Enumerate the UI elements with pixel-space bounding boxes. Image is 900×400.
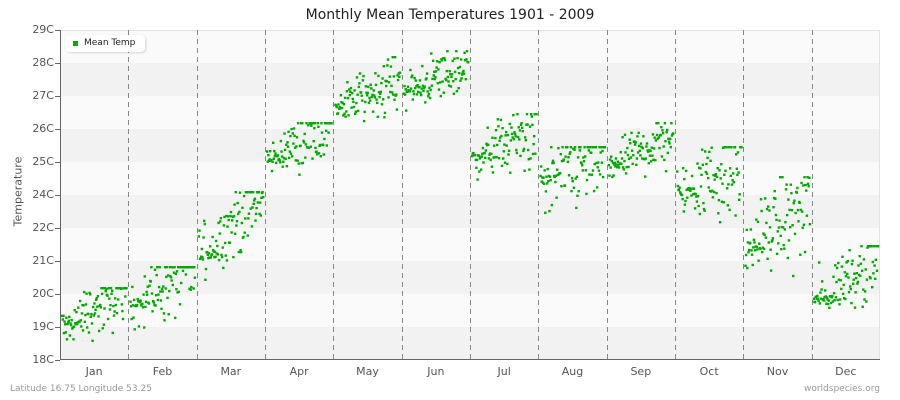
y-tick-label: 28C (32, 56, 54, 69)
x-tick-label-apr: Apr (289, 365, 309, 378)
y-tick-label: 26C (32, 122, 54, 135)
y-tick-label: 25C (32, 155, 54, 168)
x-tick-label-jan: Jan (85, 365, 103, 378)
y-tick-mark (55, 195, 60, 196)
y-tick-mark (55, 261, 60, 262)
x-tick-label-mar: Mar (220, 365, 242, 378)
x-tick-label-jul: Jul (497, 365, 511, 378)
legend[interactable]: Mean Temp (65, 35, 146, 52)
y-tick-mark (55, 63, 60, 64)
source-credit: worldspecies.org (803, 384, 880, 394)
x-tick-label-aug: Aug (561, 365, 584, 378)
y-tick-mark (55, 162, 60, 163)
y-tick-label: 24C (32, 188, 54, 201)
x-tick-label-sep: Sep (630, 365, 652, 378)
x-tick-label-oct: Oct (699, 365, 719, 378)
y-tick-label: 21C (32, 254, 54, 267)
y-tick-mark (55, 294, 60, 295)
legend-label: Mean Temp (84, 38, 136, 48)
y-tick-mark (55, 96, 60, 97)
y-tick-label: 18C (32, 353, 54, 366)
location-caption: Latitude 16.75 Longitude 53.25 (10, 384, 152, 394)
y-tick-mark (55, 360, 60, 361)
y-tick-mark (55, 30, 60, 31)
y-tick-mark (55, 129, 60, 130)
y-tick-label: 27C (32, 89, 54, 102)
y-tick-label: 29C (32, 23, 54, 36)
y-tick-label: 19C (32, 320, 54, 333)
plot-area (60, 30, 880, 360)
x-tick-label-dec: Dec (835, 365, 857, 378)
y-tick-label: 20C (32, 287, 54, 300)
scatter-canvas (60, 30, 880, 360)
y-tick-mark (55, 228, 60, 229)
x-tick-label-nov: Nov (766, 365, 789, 378)
y-tick-mark (55, 327, 60, 328)
y-tick-label: 22C (32, 221, 54, 234)
x-tick-label-feb: Feb (152, 365, 173, 378)
chart-title: Monthly Mean Temperatures 1901 - 2009 (305, 7, 595, 23)
x-tick-label-jun: Jun (427, 365, 445, 378)
x-tick-label-may: May (356, 365, 379, 378)
legend-swatch-icon (73, 40, 78, 46)
